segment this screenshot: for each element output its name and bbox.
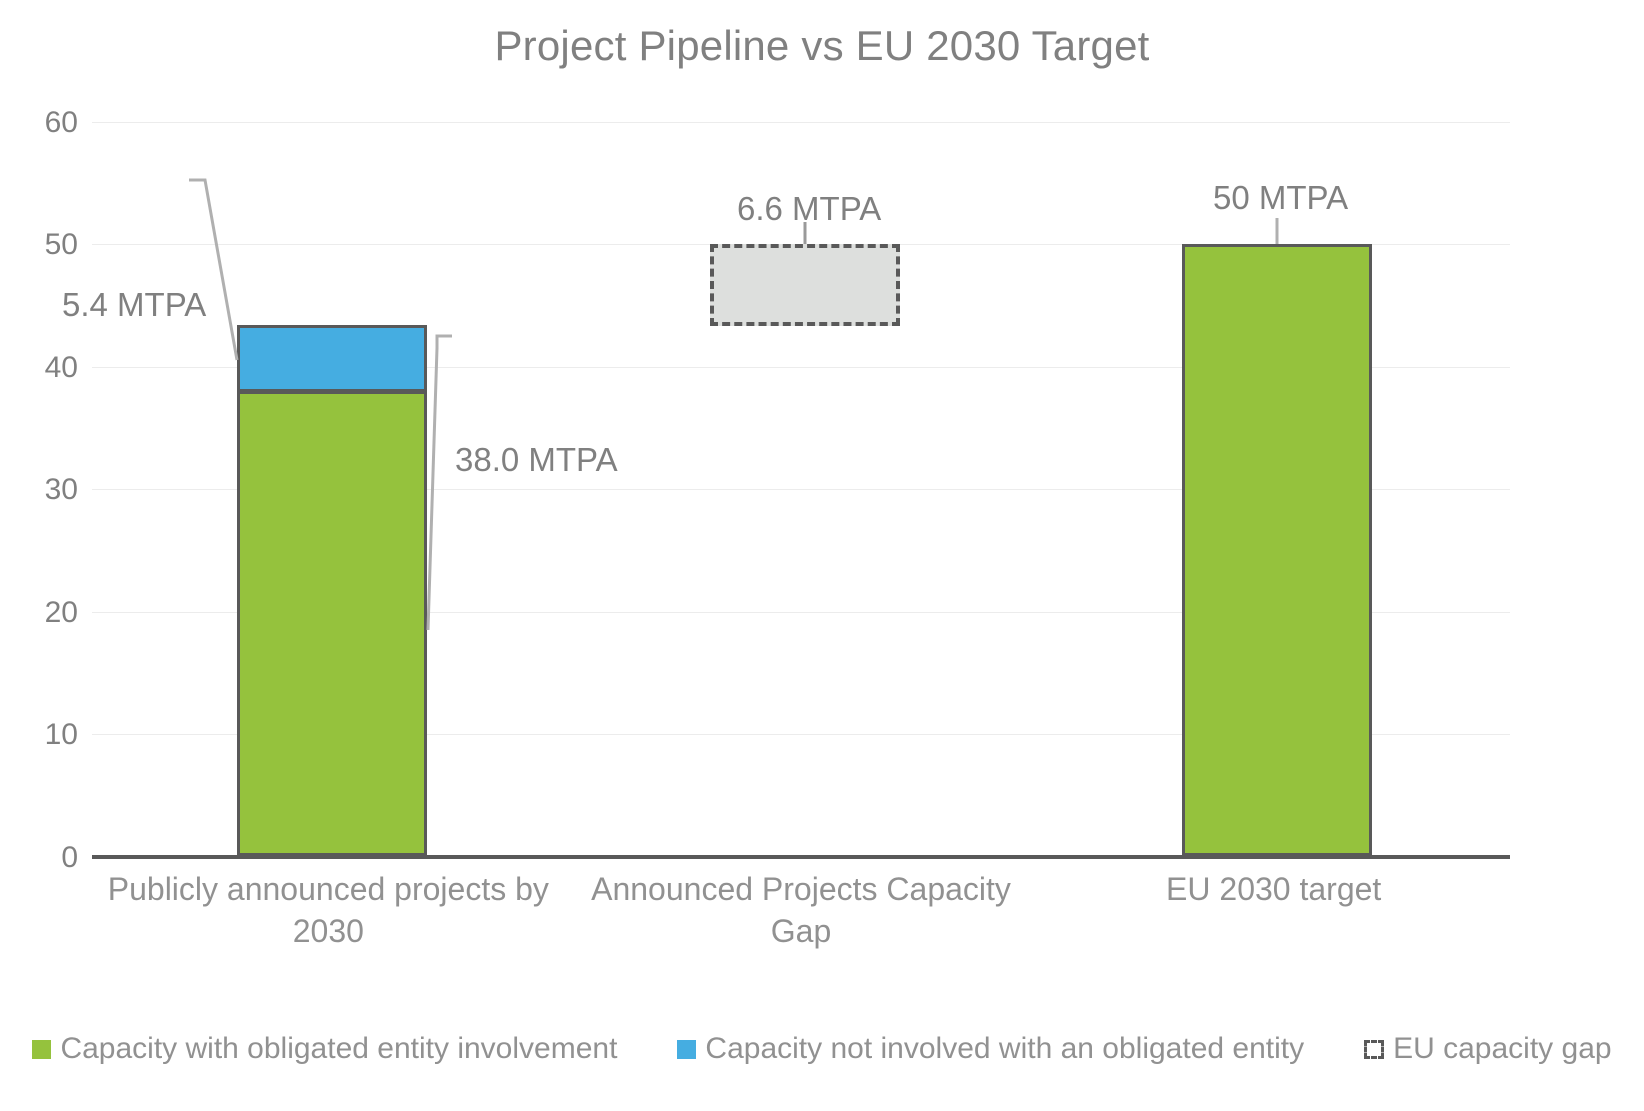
gridline-10 — [92, 734, 1510, 735]
legend-label: EU capacity gap — [1393, 1032, 1612, 1065]
y-tick-20: 20 — [44, 596, 78, 629]
gridline-20 — [92, 612, 1510, 613]
callout-50-mtpa: 50 MTPA — [1213, 179, 1349, 216]
legend-green-square-icon — [32, 1039, 52, 1059]
x-axis-category-labels: Publicly announced projects by 2030 Anno… — [92, 868, 1510, 978]
category-label-eu-2030-target: EU 2030 target — [1037, 868, 1510, 978]
category-label-publicly-announced: Publicly announced projects by 2030 — [92, 868, 565, 978]
legend-blue-square-icon — [677, 1039, 697, 1059]
legend-dashed-square-icon — [1364, 1039, 1385, 1059]
legend-label: Capacity not involved with an obligated … — [705, 1032, 1305, 1065]
bar-publicly-announced-green[interactable] — [237, 391, 427, 856]
plot-area — [92, 122, 1510, 859]
legend-label: Capacity with obligated entity involveme… — [60, 1032, 618, 1065]
gridline-60 — [92, 122, 1510, 123]
legend-item-eu-capacity-gap[interactable]: EU capacity gap — [1364, 1032, 1612, 1066]
callout-6-6-mtpa: 6.6 MTPA — [737, 190, 882, 227]
bar-capacity-gap[interactable] — [710, 244, 900, 326]
bar-publicly-announced-blue[interactable] — [237, 325, 427, 392]
y-tick-30: 30 — [44, 473, 78, 506]
y-tick-10: 10 — [44, 718, 78, 751]
x-axis-line — [92, 855, 1510, 859]
bar-eu-2030-target[interactable] — [1182, 244, 1372, 856]
category-label-line2: Gap — [770, 913, 832, 950]
y-tick-50: 50 — [44, 228, 78, 261]
y-tick-40: 40 — [44, 351, 78, 384]
gridline-40 — [92, 367, 1510, 368]
callout-5-4-mtpa: 5.4 MTPA — [62, 286, 207, 323]
category-label-capacity-gap: Announced Projects Capacity Gap — [565, 868, 1038, 978]
y-tick-60: 60 — [44, 106, 78, 139]
annotation-leader-lines — [189, 178, 1279, 631]
category-label-line1: Announced Projects Capacity — [591, 871, 1011, 907]
category-label-line2: 2030 — [292, 913, 364, 950]
y-tick-0: 0 — [61, 841, 78, 874]
legend-item-obligated-entity[interactable]: Capacity with obligated entity involveme… — [32, 1032, 617, 1066]
category-label-line1: Publicly announced projects by — [107, 871, 549, 907]
chart-title: Project Pipeline vs EU 2030 Target — [494, 22, 1150, 69]
callout-38-mtpa: 38.0 MTPA — [455, 441, 618, 478]
legend-item-not-obligated-entity[interactable]: Capacity not involved with an obligated … — [677, 1032, 1304, 1066]
y-axis-labels: 60 50 40 30 20 10 0 — [0, 108, 78, 873]
chart-legend: Capacity with obligated entity involveme… — [0, 1032, 1644, 1066]
category-label-line1: EU 2030 target — [1166, 871, 1382, 907]
gridline-30 — [92, 489, 1510, 490]
